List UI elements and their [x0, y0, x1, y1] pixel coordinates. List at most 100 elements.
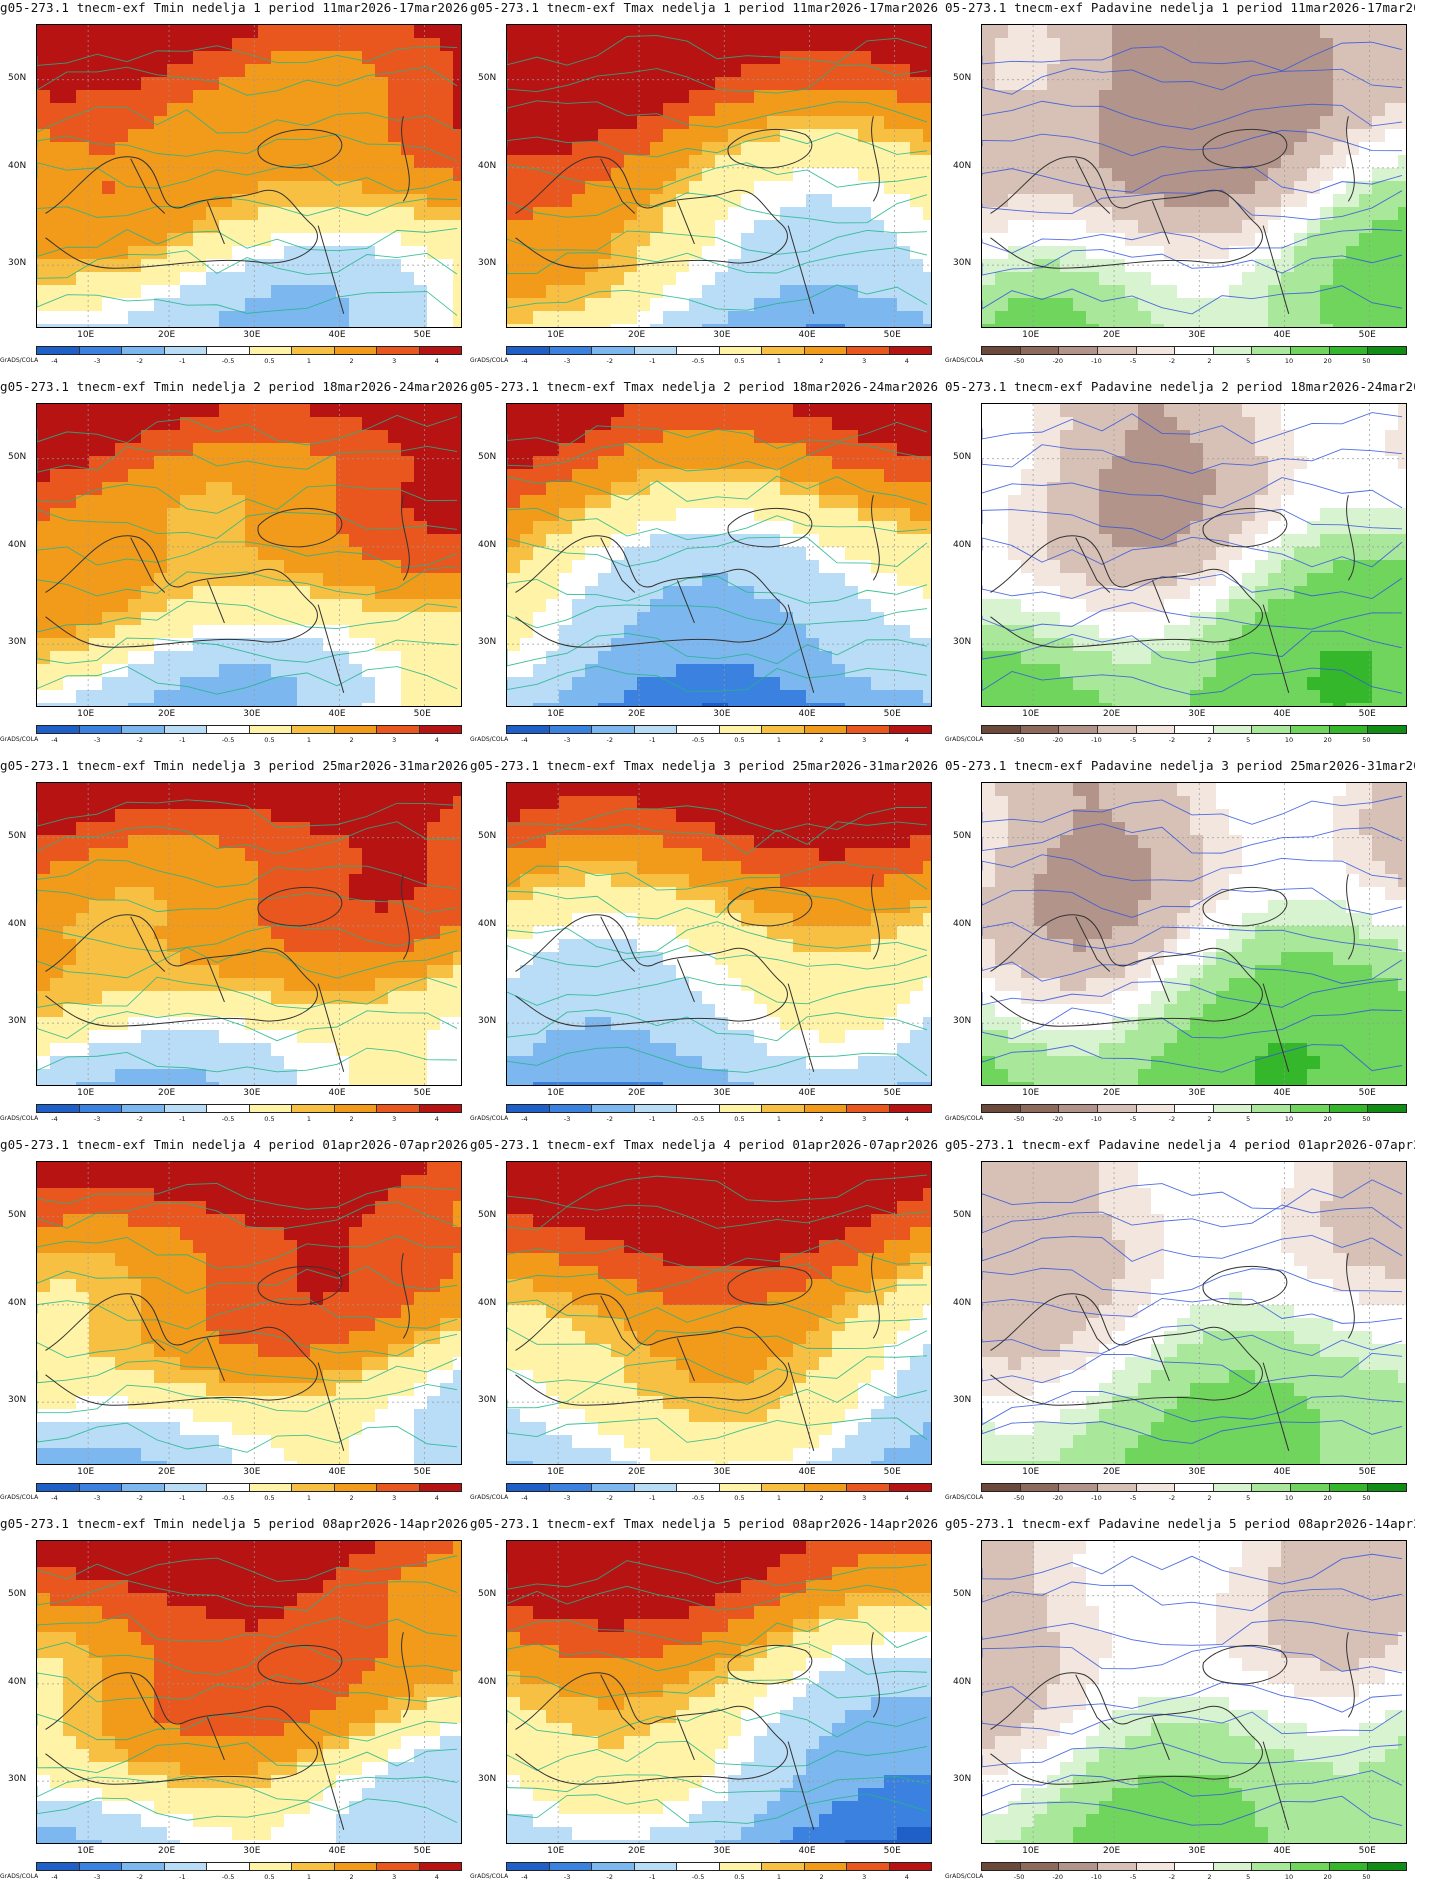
colorbar-tick-label: -2 — [136, 357, 143, 365]
field-cell — [388, 443, 402, 457]
field-cell — [1047, 599, 1061, 613]
field-cell — [1229, 129, 1243, 143]
field-cell — [689, 404, 703, 418]
field-cell — [63, 259, 77, 273]
field-cell — [982, 482, 996, 496]
field-cell — [1177, 495, 1191, 509]
contour-line — [37, 106, 458, 134]
field-cell — [1034, 311, 1048, 325]
field-cell — [650, 90, 664, 104]
field-cell — [611, 207, 625, 221]
field-cell — [440, 456, 454, 470]
field-cell — [1151, 194, 1165, 208]
field-cell — [1164, 220, 1178, 234]
field-cell — [219, 64, 233, 78]
field-cell — [63, 599, 77, 613]
field-cell — [507, 495, 521, 509]
field-cell — [141, 259, 155, 273]
field-cell — [754, 103, 768, 117]
field-cell — [1229, 469, 1243, 483]
field-cell — [832, 220, 846, 234]
field-cell — [923, 534, 931, 548]
field-cell — [63, 155, 77, 169]
field-cell — [1190, 25, 1204, 39]
field-cell — [375, 677, 389, 691]
field-cell — [897, 417, 911, 431]
field-cell — [1060, 430, 1074, 444]
field-cell — [37, 168, 51, 182]
field-cell — [284, 469, 298, 483]
field-cell — [507, 246, 521, 260]
field-cell — [128, 703, 142, 706]
field-cell — [1073, 430, 1087, 444]
field-cell — [1268, 298, 1282, 312]
field-cell — [624, 77, 638, 91]
field-cell — [741, 142, 755, 156]
field-cell — [1125, 547, 1139, 561]
colorbar-swatch — [377, 726, 420, 733]
field-cell — [1333, 246, 1347, 260]
field-cell — [1086, 495, 1100, 509]
field-cell — [1047, 181, 1061, 195]
contour-line — [982, 285, 1403, 315]
field-cell — [702, 521, 716, 535]
field-cell — [793, 560, 807, 574]
field-cell — [388, 25, 402, 39]
field-cell — [520, 508, 534, 522]
field-cell — [349, 612, 363, 626]
field-cell — [1138, 690, 1152, 704]
field-cell — [1125, 64, 1139, 78]
field-cell — [624, 181, 638, 195]
field-cell — [845, 220, 859, 234]
field-cell — [520, 272, 534, 286]
field-cell — [663, 168, 677, 182]
field-cell — [1398, 625, 1406, 639]
field-cell — [180, 51, 194, 65]
field-cell — [258, 664, 272, 678]
field-cell — [245, 298, 259, 312]
field-cell — [1164, 417, 1178, 431]
field-cell — [546, 599, 560, 613]
field-cell — [180, 599, 194, 613]
field-cell — [650, 103, 664, 117]
field-cell — [741, 259, 755, 273]
field-cell — [180, 456, 194, 470]
field-cell — [897, 560, 911, 574]
field-cell — [1255, 573, 1269, 587]
field-cell — [50, 417, 64, 431]
coastline — [45, 535, 318, 648]
field-cell — [1229, 599, 1243, 613]
field-cell — [715, 207, 729, 221]
field-cell — [1229, 181, 1243, 195]
field-cell — [89, 508, 103, 522]
field-cell — [1086, 324, 1100, 327]
field-cell — [1008, 38, 1022, 52]
field-cell — [897, 129, 911, 143]
field-cell — [1086, 508, 1100, 522]
field-cell — [297, 417, 311, 431]
field-cell — [982, 116, 996, 130]
field-cell — [650, 298, 664, 312]
field-cell — [414, 560, 428, 574]
field-cell — [559, 625, 573, 639]
field-cell — [1086, 690, 1100, 704]
field-cell — [297, 207, 311, 221]
field-cell — [728, 404, 742, 418]
field-cell — [440, 194, 454, 208]
contour-line — [982, 41, 1403, 72]
field-cell — [401, 155, 415, 169]
field-cell — [1203, 90, 1217, 104]
field-cell — [1255, 404, 1269, 418]
latitude-label: 50N — [478, 451, 497, 462]
field-cell — [323, 586, 337, 600]
field-cell — [1008, 129, 1022, 143]
field-cell — [871, 103, 885, 117]
colorbar-swatch — [889, 726, 931, 733]
field-cell — [598, 690, 612, 704]
field-cell — [76, 521, 90, 535]
field-cell — [702, 311, 716, 325]
field-cell — [453, 417, 461, 431]
field-cell — [193, 521, 207, 535]
field-cell — [702, 443, 716, 457]
field-cell — [1073, 456, 1087, 470]
